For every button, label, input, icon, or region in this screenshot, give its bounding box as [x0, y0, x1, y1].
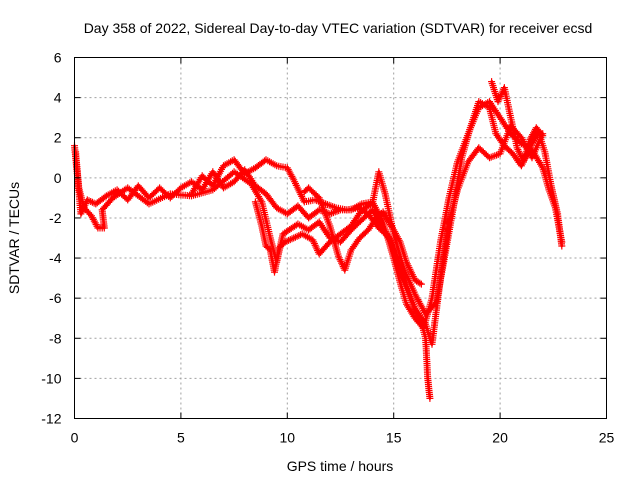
y-tick-label: 4	[54, 90, 62, 106]
y-tick-label: -8	[49, 330, 62, 346]
y-tick-label: 6	[54, 50, 62, 66]
x-tick-label: 15	[386, 430, 402, 446]
series-track-f	[488, 78, 547, 166]
series-track-e	[300, 184, 425, 288]
plus-markers	[251, 98, 566, 318]
axis-ticks: 0 5 10 15 20 25 -12 -10 -8 -6 -4 -2 0 2 4 6	[41, 50, 614, 446]
x-tick-label: 0	[71, 430, 79, 446]
y-tick-label: -4	[49, 250, 62, 266]
series-line	[73, 100, 564, 330]
y-tick-label: -10	[41, 370, 61, 386]
x-tick-label: 20	[492, 430, 508, 446]
x-tick-label: 25	[599, 430, 615, 446]
x-axis-label: GPS time / hours	[287, 458, 394, 474]
y-tick-label: -2	[49, 210, 62, 226]
y-axis-label: SDTVAR / TECUs	[6, 182, 22, 294]
data-series	[71, 78, 566, 402]
grid-lines	[74, 57, 607, 419]
chart-title: Day 358 of 2022, Sidereal Day-to-day VTE…	[84, 20, 593, 36]
plus-markers	[188, 156, 434, 402]
y-tick-label: 0	[54, 170, 62, 186]
y-tick-label: -12	[41, 411, 61, 427]
series-track-c	[188, 156, 434, 402]
x-tick-label: 10	[280, 430, 296, 446]
y-tick-label: -6	[49, 290, 62, 306]
plus-markers	[300, 184, 425, 288]
y-tick-label: 2	[54, 130, 62, 146]
plus-markers	[71, 98, 566, 332]
plus-markers	[488, 78, 547, 166]
series-track-a	[71, 98, 566, 332]
plot-frame	[74, 57, 607, 419]
x-tick-label: 5	[177, 430, 185, 446]
